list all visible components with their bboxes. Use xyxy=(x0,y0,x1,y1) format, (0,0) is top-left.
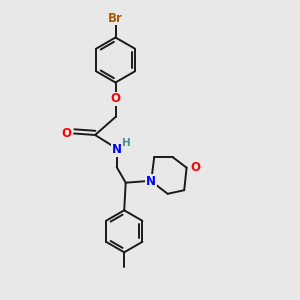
Text: O: O xyxy=(61,127,71,140)
Text: N: N xyxy=(146,175,156,188)
Text: O: O xyxy=(110,92,121,106)
Text: N: N xyxy=(112,142,122,156)
Text: H: H xyxy=(122,138,131,148)
Text: O: O xyxy=(190,161,200,174)
Text: Br: Br xyxy=(108,11,123,25)
